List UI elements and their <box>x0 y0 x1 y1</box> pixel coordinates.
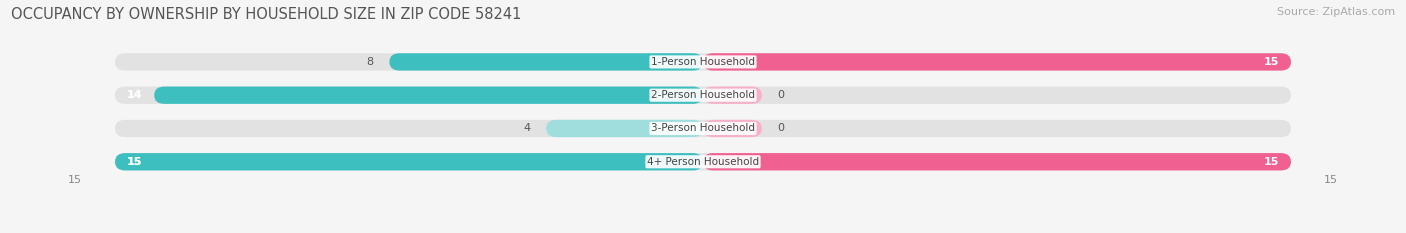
Text: 15: 15 <box>1264 57 1279 67</box>
Text: 1-Person Household: 1-Person Household <box>651 57 755 67</box>
Text: 0: 0 <box>778 123 785 134</box>
Text: 0: 0 <box>778 90 785 100</box>
Text: 14: 14 <box>127 90 142 100</box>
Text: 15: 15 <box>127 157 142 167</box>
FancyBboxPatch shape <box>703 53 1291 71</box>
Text: 4+ Person Household: 4+ Person Household <box>647 157 759 167</box>
Text: 15: 15 <box>1324 175 1339 185</box>
Text: 4: 4 <box>523 123 530 134</box>
FancyBboxPatch shape <box>546 120 703 137</box>
Text: 15: 15 <box>1264 157 1279 167</box>
Text: OCCUPANCY BY OWNERSHIP BY HOUSEHOLD SIZE IN ZIP CODE 58241: OCCUPANCY BY OWNERSHIP BY HOUSEHOLD SIZE… <box>11 7 522 22</box>
Legend: Owner-occupied, Renter-occupied: Owner-occupied, Renter-occupied <box>582 230 824 233</box>
FancyBboxPatch shape <box>115 153 703 170</box>
Text: 15: 15 <box>127 157 142 167</box>
FancyBboxPatch shape <box>115 53 1291 71</box>
FancyBboxPatch shape <box>115 86 1291 104</box>
Text: 3-Person Household: 3-Person Household <box>651 123 755 134</box>
FancyBboxPatch shape <box>703 120 762 137</box>
Text: Source: ZipAtlas.com: Source: ZipAtlas.com <box>1277 7 1395 17</box>
Text: 8: 8 <box>367 57 374 67</box>
FancyBboxPatch shape <box>155 86 703 104</box>
Text: 15: 15 <box>67 175 82 185</box>
FancyBboxPatch shape <box>703 86 762 104</box>
FancyBboxPatch shape <box>389 53 703 71</box>
FancyBboxPatch shape <box>115 120 1291 137</box>
Text: 14: 14 <box>127 90 142 100</box>
FancyBboxPatch shape <box>703 153 1291 170</box>
FancyBboxPatch shape <box>115 153 1291 170</box>
Text: 2-Person Household: 2-Person Household <box>651 90 755 100</box>
